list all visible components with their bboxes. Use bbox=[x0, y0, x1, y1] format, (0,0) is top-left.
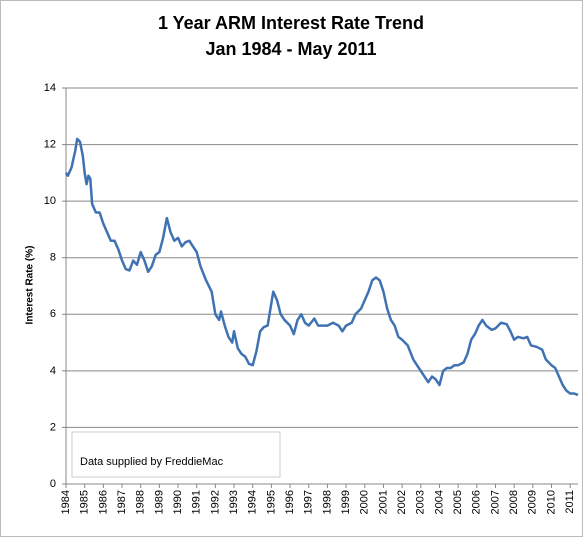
y-tick-label: 8 bbox=[50, 252, 56, 264]
x-tick-label: 2004 bbox=[433, 490, 445, 514]
x-tick-label: 1998 bbox=[321, 490, 333, 514]
x-tick-label: 1990 bbox=[172, 490, 184, 514]
x-tick-label: 2007 bbox=[489, 490, 501, 514]
x-tick-label: 1991 bbox=[191, 490, 203, 514]
x-tick-label: 1985 bbox=[79, 490, 91, 514]
x-tick-label: 2009 bbox=[527, 490, 539, 514]
x-tick-label: 1999 bbox=[340, 490, 352, 514]
x-tick-label: 1987 bbox=[116, 490, 128, 514]
y-tick-label: 0 bbox=[50, 478, 56, 490]
x-tick-label: 1996 bbox=[284, 490, 296, 514]
annotation-box bbox=[71, 431, 281, 478]
x-tick-label: 1986 bbox=[97, 490, 109, 514]
x-tick-label: 2002 bbox=[396, 490, 408, 514]
x-tick-label: 2008 bbox=[508, 490, 520, 514]
x-tick-label: 2001 bbox=[377, 490, 389, 514]
y-tick-label: 6 bbox=[50, 308, 56, 320]
chart-subtitle: Jan 1984 - May 2011 bbox=[205, 39, 376, 59]
x-tick-label: 1992 bbox=[209, 490, 221, 514]
x-tick-label: 1984 bbox=[60, 490, 72, 514]
x-tick-label: 2003 bbox=[415, 490, 427, 514]
x-tick-label: 1989 bbox=[153, 490, 165, 514]
x-tick-label: 2011 bbox=[564, 490, 576, 514]
x-tick-label: 1995 bbox=[265, 490, 277, 514]
y-tick-label: 12 bbox=[44, 138, 56, 150]
data-line bbox=[64, 137, 579, 397]
x-tick-label: 1988 bbox=[135, 490, 147, 514]
y-tick-label: 10 bbox=[44, 195, 56, 207]
annotation: Data supplied by FreddieMac bbox=[80, 456, 224, 468]
chart-title: 1 Year ARM Interest Rate Trend bbox=[158, 13, 424, 33]
x-tick-label: 1993 bbox=[228, 490, 240, 514]
x-tick-label: 2000 bbox=[359, 490, 371, 514]
y-tick-label: 4 bbox=[50, 365, 56, 377]
y-tick-label: 14 bbox=[44, 82, 56, 94]
y-axis-label: Interest Rate (%) bbox=[25, 246, 36, 325]
x-tick-label: 2010 bbox=[545, 490, 557, 514]
y-tick-label: 2 bbox=[50, 421, 56, 433]
x-tick-label: 2006 bbox=[471, 490, 483, 514]
x-tick-label: 1997 bbox=[303, 490, 315, 514]
x-tick-label: 1994 bbox=[247, 490, 259, 514]
x-tick-label: 2005 bbox=[452, 490, 464, 514]
